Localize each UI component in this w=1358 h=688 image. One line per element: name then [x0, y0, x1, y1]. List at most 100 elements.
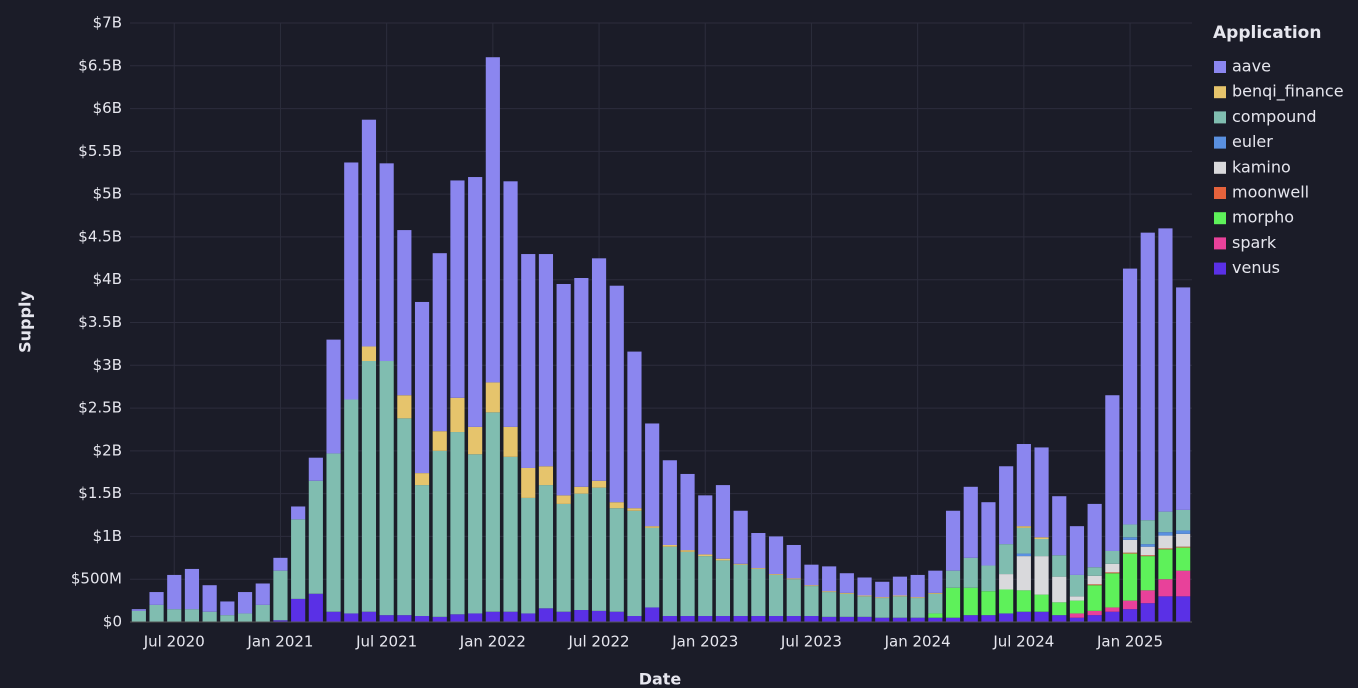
- bar-segment: [1105, 573, 1120, 608]
- bar-segment: [485, 382, 500, 413]
- y-tick-label: $500M: [71, 570, 122, 588]
- bar-segment: [1034, 447, 1049, 538]
- bar-segment: [1052, 615, 1067, 622]
- bar-segment: [255, 604, 270, 622]
- bar-segment: [928, 617, 943, 622]
- bar-segment: [1158, 228, 1173, 512]
- bar-segment: [591, 258, 607, 481]
- bar-segment: [645, 423, 660, 527]
- bar-segment: [892, 595, 908, 597]
- legend-swatch: [1214, 212, 1226, 225]
- bar-segment: [733, 564, 748, 617]
- bar-segment: [273, 557, 288, 571]
- bar-segment: [1105, 550, 1120, 564]
- bar-segment: [503, 181, 518, 427]
- bar-segment: [485, 412, 500, 612]
- bar-segment: [485, 611, 500, 622]
- bar-segment: [999, 466, 1014, 545]
- bar-segment: [1158, 548, 1173, 550]
- bar-segment: [768, 616, 784, 622]
- bar-segment: [1122, 537, 1138, 540]
- bar-segment: [945, 617, 961, 622]
- bar-segment: [326, 339, 341, 454]
- bar-segment: [910, 574, 925, 598]
- bar-segment: [167, 609, 182, 622]
- bar-segment: [804, 586, 819, 617]
- bar-segment: [450, 614, 465, 622]
- bar-segment: [308, 457, 323, 481]
- bar-segment: [414, 473, 430, 486]
- bar-segment: [715, 558, 731, 561]
- bar-segment: [875, 617, 890, 622]
- bar-segment: [981, 615, 996, 622]
- bar-segment: [149, 604, 164, 622]
- legend-swatch: [1214, 111, 1226, 124]
- bar-segment: [326, 453, 341, 612]
- bar-segment: [804, 564, 819, 586]
- bar-segment: [414, 485, 430, 617]
- legend-swatch: [1214, 136, 1226, 149]
- bar-segment: [1052, 576, 1067, 603]
- bar-segment: [255, 583, 270, 605]
- bar-segment: [556, 495, 571, 504]
- legend-label: aave: [1232, 57, 1271, 76]
- bar-segment: [1105, 563, 1120, 573]
- bar-segment: [627, 351, 642, 509]
- bar-segment: [698, 495, 713, 555]
- y-tick-label: $0: [103, 613, 122, 631]
- y-tick-label: $2B: [93, 441, 122, 459]
- bar-segment: [503, 426, 518, 457]
- bar-segment: [804, 585, 819, 587]
- bar-segment: [291, 598, 306, 622]
- bar-segment: [361, 361, 377, 612]
- bar-segment: [945, 587, 961, 618]
- bar-segment: [1122, 553, 1138, 601]
- bar-segment: [680, 616, 695, 622]
- bar-segment: [857, 616, 872, 622]
- bar-segment: [1140, 590, 1155, 604]
- bar-segment: [662, 544, 677, 547]
- bar-segment: [131, 610, 146, 622]
- bar-segment: [1140, 544, 1155, 547]
- bar-segment: [963, 557, 978, 588]
- bar-segment: [468, 454, 483, 614]
- bar-segment: [981, 565, 996, 592]
- bar-segment: [1069, 617, 1085, 622]
- x-tick-label: Jul 2022: [568, 633, 630, 651]
- bar-segment: [432, 450, 447, 617]
- bar-segment: [361, 346, 377, 362]
- legend-label: moonwell: [1232, 183, 1309, 202]
- bar-segment: [822, 616, 837, 622]
- bar-segment: [1158, 596, 1173, 622]
- bar-segment: [928, 592, 943, 594]
- bar-segment: [1087, 610, 1102, 616]
- bar-segment: [468, 613, 483, 622]
- bar-segment: [538, 485, 554, 609]
- bar-segment: [1158, 579, 1173, 597]
- legend-label: morpho: [1232, 208, 1294, 227]
- bar-segment: [1122, 539, 1138, 553]
- bar-segment: [521, 613, 536, 622]
- bar-segment: [963, 486, 978, 558]
- y-tick-label: $5B: [93, 185, 122, 203]
- bar-segment: [715, 616, 731, 622]
- bar-segment: [751, 533, 766, 569]
- bar-segment: [308, 593, 323, 622]
- bar-segment: [1034, 538, 1049, 557]
- bar-segment: [149, 592, 164, 605]
- x-tick-label: Jul 2024: [992, 633, 1054, 651]
- bar-segment: [1087, 615, 1102, 622]
- bar-segment: [450, 432, 465, 615]
- bar-segment: [131, 609, 146, 611]
- bar-segment: [928, 613, 943, 618]
- x-tick-label: Jan 2024: [884, 633, 951, 651]
- bar-segment: [1087, 575, 1102, 585]
- bar-segment: [839, 616, 854, 622]
- bar-segment: [1176, 530, 1191, 534]
- x-tick-label: Jan 2022: [459, 633, 526, 651]
- y-tick-label: $4.5B: [78, 227, 122, 245]
- bar-segment: [344, 162, 359, 400]
- bar-segment: [1140, 546, 1155, 556]
- bar-segment: [645, 526, 660, 528]
- bar-segment: [1176, 570, 1191, 597]
